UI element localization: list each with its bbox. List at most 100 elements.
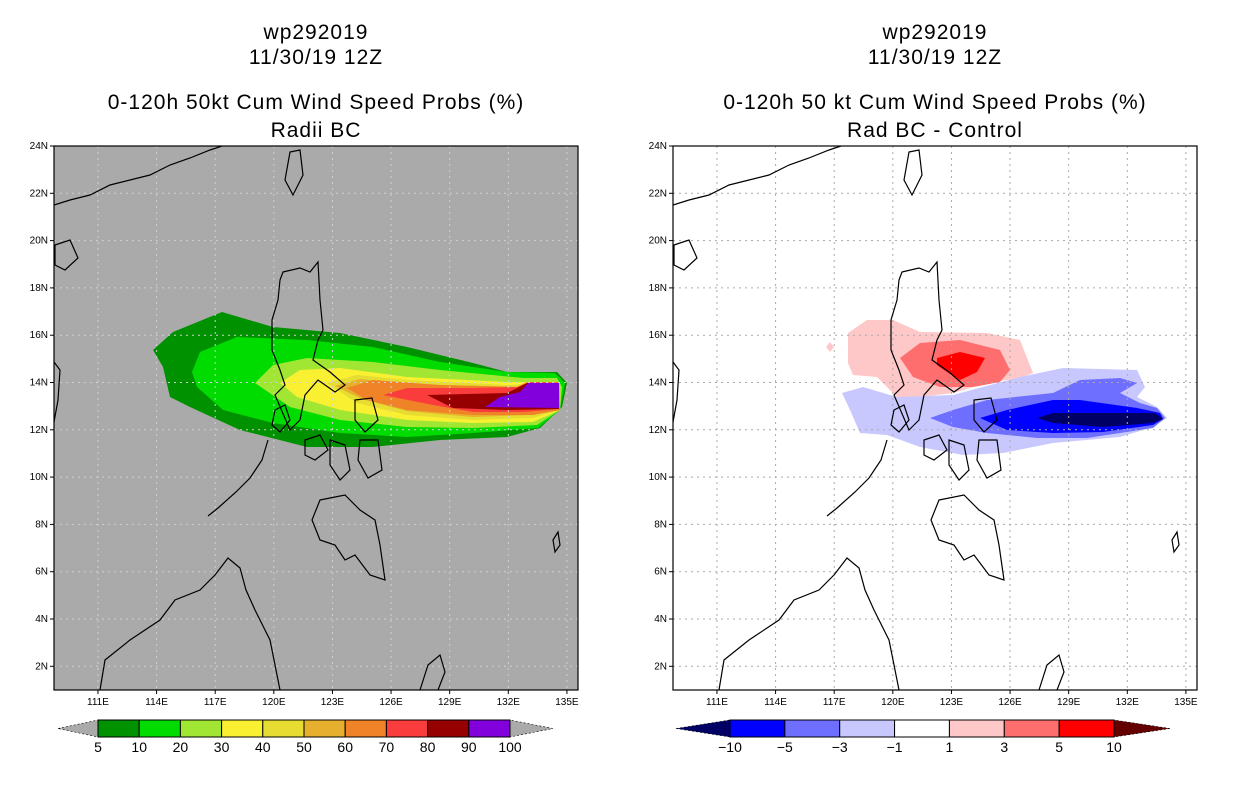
lon-tick-label: 120E bbox=[262, 697, 286, 708]
lon-tick-label: 117E bbox=[823, 697, 846, 708]
lat-tick-label: 20N bbox=[649, 236, 667, 247]
colorbar-label: 1 bbox=[946, 739, 954, 755]
lon-tick-label: 111E bbox=[87, 697, 109, 708]
colorbar-swatch bbox=[468, 719, 511, 738]
colorbar-label: −3 bbox=[832, 739, 848, 755]
lat-tick-label: 14N bbox=[30, 378, 48, 389]
colorbar-label: −5 bbox=[777, 739, 793, 755]
coastline-negros-cebu bbox=[948, 439, 970, 481]
coastline-hainan bbox=[673, 239, 698, 271]
colorbar-swatch bbox=[303, 719, 346, 738]
coastline-mindoro bbox=[890, 404, 910, 433]
colorbar-label: 10 bbox=[1106, 739, 1122, 755]
left-datetime: 11/30/19 12Z bbox=[248, 46, 384, 69]
colorbar-swatch bbox=[1003, 719, 1060, 738]
colorbar-label: 80 bbox=[420, 739, 436, 755]
colorbar-swatch bbox=[344, 719, 387, 738]
coastline-hainan bbox=[54, 239, 79, 271]
colorbar-label: 3 bbox=[1000, 739, 1008, 755]
lat-tick-label: 4N bbox=[654, 614, 667, 625]
colorbar-over-triangle bbox=[509, 719, 554, 738]
colorbar-swatch bbox=[221, 719, 264, 738]
lat-tick-label: 10N bbox=[30, 472, 48, 483]
lat-tick-label: 12N bbox=[649, 425, 667, 436]
left-colorbar: 5 10 20 30 40 50 60 70 80 90 100 bbox=[57, 719, 554, 755]
lat-tick-label: 18N bbox=[30, 283, 48, 294]
coastline-mindoro bbox=[271, 404, 291, 433]
colorbar-swatch bbox=[894, 719, 950, 738]
coastline-negros-cebu bbox=[329, 439, 351, 481]
coastline-palawan bbox=[207, 439, 269, 517]
colorbar-label: 20 bbox=[173, 739, 189, 755]
map-fields bbox=[673, 146, 1197, 690]
colorbar-swatch bbox=[179, 719, 223, 738]
colorbar-label: 90 bbox=[461, 739, 477, 755]
coastline-taiwan bbox=[284, 149, 304, 197]
lat-tick-label: 10N bbox=[649, 472, 667, 483]
coastline-mindanao bbox=[311, 494, 386, 581]
prob-contour-90 bbox=[485, 383, 559, 408]
lat-tick-label: 6N bbox=[35, 567, 48, 578]
coastline-china-coast bbox=[54, 146, 223, 206]
coastline-china-coast bbox=[673, 146, 842, 206]
colorbar-swatch bbox=[262, 719, 305, 738]
lat-tick-label: 8N bbox=[35, 519, 48, 530]
left-subtitle: Radii BC bbox=[270, 119, 362, 142]
coastline-borneo bbox=[718, 557, 900, 690]
right-colorbar: −10 −5 −3 −1 1 3 5 10 bbox=[675, 719, 1171, 755]
lon-tick-label: 114E bbox=[764, 697, 787, 708]
right-storm-id: wp292019 bbox=[882, 21, 988, 44]
lon-tick-label: 117E bbox=[204, 697, 227, 708]
coastline-sulawesi-tip bbox=[1038, 653, 1065, 690]
left-storm-id: wp292019 bbox=[263, 21, 369, 44]
diff-contour bbox=[937, 352, 985, 380]
colorbar-label: 100 bbox=[498, 739, 522, 755]
lat-tick-label: 8N bbox=[654, 519, 667, 530]
colorbar-label: 5 bbox=[94, 739, 102, 755]
lon-tick-label: 126E bbox=[379, 697, 403, 708]
lat-tick-label: 20N bbox=[30, 236, 48, 247]
colorbar-label: 60 bbox=[337, 739, 353, 755]
colorbar-swatch bbox=[97, 719, 140, 738]
lat-tick-label: 12N bbox=[30, 425, 48, 436]
coastline-panay bbox=[304, 434, 329, 461]
coastline-panay bbox=[923, 434, 948, 461]
lat-tick-label: 22N bbox=[649, 188, 667, 199]
coastline-sulawesi-tip bbox=[419, 653, 446, 690]
lat-tick-label: 2N bbox=[35, 661, 48, 672]
coastline-palau bbox=[1171, 530, 1180, 554]
lon-tick-label: 132E bbox=[1116, 697, 1140, 708]
lat-tick-label: 22N bbox=[30, 188, 48, 199]
right-map-panel: 2N 4N 6N 8N 10N 12N 14N 16N 18N 20N 22N 24N 111E 114E… bbox=[649, 141, 1198, 755]
lon-tick-label: 120E bbox=[881, 697, 905, 708]
colorbar-label: 70 bbox=[379, 739, 395, 755]
lat-tick-label: 4N bbox=[35, 614, 48, 625]
diff-contour bbox=[826, 342, 834, 352]
colorbar-swatch bbox=[948, 719, 1005, 738]
colorbar-label: −10 bbox=[718, 739, 742, 755]
colorbar-label: 30 bbox=[214, 739, 230, 755]
colorbar-swatch bbox=[138, 719, 181, 738]
coastline-samar bbox=[354, 397, 379, 433]
map-frame bbox=[672, 145, 1198, 691]
coastline-leyte-bohol bbox=[357, 439, 383, 479]
lat-tick-label: 16N bbox=[649, 330, 667, 341]
lon-tick-label: 114E bbox=[145, 697, 168, 708]
colorbar-label: 10 bbox=[131, 739, 147, 755]
lat-tick-label: 14N bbox=[649, 378, 667, 389]
right-subtitle: Rad BC - Control bbox=[847, 119, 1023, 142]
lat-tick-label: 2N bbox=[654, 661, 667, 672]
lon-tick-label: 111E bbox=[706, 697, 728, 708]
colorbar-label: −1 bbox=[887, 739, 903, 755]
colorbar-label: 50 bbox=[296, 739, 312, 755]
lat-tick-label: 18N bbox=[649, 283, 667, 294]
lat-tick-label: 6N bbox=[654, 567, 667, 578]
left-map-panel: 2N 4N 6N 8N 10N 12N 14N 16N 18N 20N 22N 24N 111E 114E… bbox=[30, 141, 579, 755]
coastline-samar bbox=[973, 397, 998, 433]
colorbar-swatch bbox=[839, 719, 896, 738]
coastline-borneo bbox=[99, 557, 281, 690]
coastline-luzon bbox=[271, 260, 346, 432]
colorbar-label: 5 bbox=[1055, 739, 1063, 755]
right-datetime: 11/30/19 12Z bbox=[867, 46, 1003, 69]
coastline-mindanao bbox=[930, 494, 1005, 581]
